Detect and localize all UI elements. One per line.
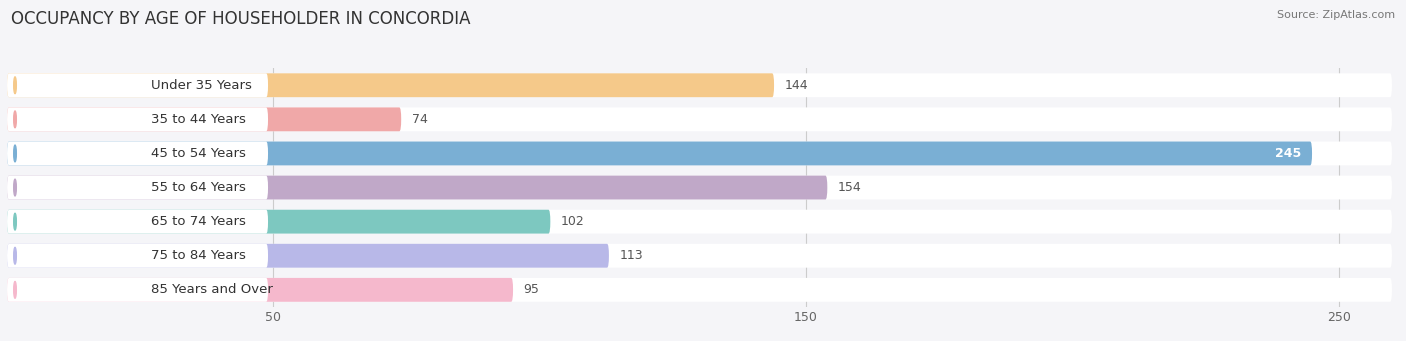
FancyBboxPatch shape bbox=[7, 107, 269, 131]
FancyBboxPatch shape bbox=[7, 73, 1392, 97]
FancyBboxPatch shape bbox=[7, 107, 401, 131]
FancyBboxPatch shape bbox=[7, 142, 1392, 165]
FancyBboxPatch shape bbox=[7, 176, 827, 199]
Text: 154: 154 bbox=[838, 181, 862, 194]
Text: 95: 95 bbox=[523, 283, 540, 296]
Circle shape bbox=[14, 111, 17, 128]
Text: OCCUPANCY BY AGE OF HOUSEHOLDER IN CONCORDIA: OCCUPANCY BY AGE OF HOUSEHOLDER IN CONCO… bbox=[11, 10, 471, 28]
Circle shape bbox=[14, 77, 17, 93]
FancyBboxPatch shape bbox=[7, 176, 269, 199]
Text: 102: 102 bbox=[561, 215, 585, 228]
Text: 75 to 84 Years: 75 to 84 Years bbox=[150, 249, 246, 262]
Circle shape bbox=[14, 248, 17, 264]
Circle shape bbox=[14, 282, 17, 298]
Text: 74: 74 bbox=[412, 113, 427, 126]
FancyBboxPatch shape bbox=[7, 244, 609, 268]
Text: 65 to 74 Years: 65 to 74 Years bbox=[150, 215, 246, 228]
FancyBboxPatch shape bbox=[7, 210, 1392, 234]
FancyBboxPatch shape bbox=[7, 278, 269, 302]
Text: 35 to 44 Years: 35 to 44 Years bbox=[150, 113, 246, 126]
Text: 85 Years and Over: 85 Years and Over bbox=[150, 283, 273, 296]
Text: Under 35 Years: Under 35 Years bbox=[150, 79, 252, 92]
Circle shape bbox=[14, 145, 17, 162]
Text: 144: 144 bbox=[785, 79, 808, 92]
FancyBboxPatch shape bbox=[7, 73, 269, 97]
Text: 245: 245 bbox=[1275, 147, 1302, 160]
FancyBboxPatch shape bbox=[7, 107, 1392, 131]
FancyBboxPatch shape bbox=[7, 210, 550, 234]
Text: Source: ZipAtlas.com: Source: ZipAtlas.com bbox=[1277, 10, 1395, 20]
FancyBboxPatch shape bbox=[7, 244, 269, 268]
Text: 45 to 54 Years: 45 to 54 Years bbox=[150, 147, 246, 160]
FancyBboxPatch shape bbox=[7, 244, 1392, 268]
Text: 55 to 64 Years: 55 to 64 Years bbox=[150, 181, 246, 194]
FancyBboxPatch shape bbox=[7, 210, 269, 234]
FancyBboxPatch shape bbox=[7, 278, 1392, 302]
FancyBboxPatch shape bbox=[7, 142, 269, 165]
Text: 113: 113 bbox=[620, 249, 643, 262]
FancyBboxPatch shape bbox=[7, 278, 513, 302]
FancyBboxPatch shape bbox=[7, 176, 1392, 199]
Circle shape bbox=[14, 213, 17, 230]
FancyBboxPatch shape bbox=[7, 73, 775, 97]
Circle shape bbox=[14, 179, 17, 196]
FancyBboxPatch shape bbox=[7, 142, 1312, 165]
